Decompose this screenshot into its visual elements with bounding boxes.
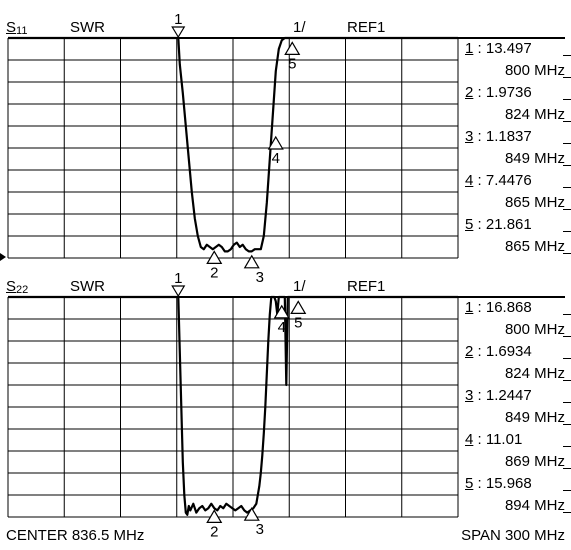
- top-trace: [8, 36, 458, 253]
- top-marker-4-label: 4: [272, 150, 280, 167]
- marker-frequency: 849 MHz: [461, 148, 571, 170]
- marker-frequency: 865 MHz: [461, 236, 571, 258]
- marker-value: 13.497: [485, 40, 532, 57]
- bottom-parameter-label: S22: [6, 278, 29, 297]
- marker-value: 1.9736: [485, 84, 532, 101]
- bottom-marker-4-triangle: [273, 304, 290, 319]
- marker-number: 4: [465, 431, 474, 448]
- marker-frequency: 824 MHz: [461, 363, 571, 385]
- top-parameter-sub: 11: [16, 25, 28, 37]
- bottom-marker-3-label: 3: [256, 521, 264, 538]
- marker-number: 2: [465, 84, 474, 101]
- marker-number: 4: [465, 172, 474, 189]
- marker-frequency: 849 MHz: [461, 407, 571, 429]
- marker-value-row: 3 : 1.1837: [461, 126, 571, 148]
- marker-value-row: 1 : 16.868: [461, 297, 571, 319]
- marker-frequency: 894 MHz: [461, 495, 571, 517]
- active-channel-pointer-icon: [0, 253, 6, 261]
- bottom-parameter-sub: 22: [16, 284, 29, 296]
- top-marker-5-triangle: [284, 41, 301, 56]
- marker-number: 1: [465, 299, 474, 316]
- marker-number: 5: [465, 475, 474, 492]
- top-marker-3-label: 3: [256, 269, 264, 286]
- top-marker-2-triangle: [206, 250, 223, 264]
- top-marker-5-label: 5: [288, 55, 296, 72]
- marker-frequency: 824 MHz: [461, 104, 571, 126]
- marker-number: 3: [465, 387, 474, 404]
- marker-value: 15.968: [485, 475, 532, 492]
- top-format-label: SWR: [70, 19, 105, 36]
- top-marker-3-triangle: [243, 254, 260, 269]
- bottom-trace: [8, 295, 458, 516]
- marker-value-row: 4 : 11.01: [461, 429, 571, 451]
- bottom-ref-label: REF1: [347, 278, 386, 295]
- marker-value: 21.861: [485, 216, 532, 233]
- top-ref-label: REF1: [347, 19, 386, 36]
- marker-value-row: 1 : 13.497: [461, 38, 571, 60]
- marker-frequency: 800 MHz: [461, 319, 571, 341]
- bottom-marker-2-triangle: [206, 509, 223, 524]
- marker-frequency: 800 MHz: [461, 60, 571, 82]
- marker-value: 1.1837: [485, 128, 532, 145]
- top-marker-readout: 1 : 13.497 800 MHz 2 : 1.9736 824 MHz 3 : 1.…: [461, 38, 571, 258]
- bottom-marker-3-triangle: [243, 507, 260, 521]
- bottom-marker-readout: 1 : 16.868 800 MHz 2 : 1.6934 824 MHz 3 : 1.…: [461, 297, 571, 517]
- center-frequency-label: CENTER 836.5 MHz: [6, 527, 145, 544]
- span-label: SPAN 300 MHz: [461, 527, 565, 544]
- marker-value: 1.2447: [485, 387, 532, 404]
- marker-number: 1: [465, 40, 474, 57]
- bottom-marker-5-triangle: [290, 300, 307, 314]
- bottom-marker-2-label: 2: [210, 523, 218, 540]
- marker-value-row: 2 : 1.9736: [461, 82, 571, 104]
- marker-value: 11.01: [485, 431, 523, 448]
- marker-value-row: 3 : 1.2447: [461, 385, 571, 407]
- marker-number: 3: [465, 128, 474, 145]
- marker-value-row: 5 : 21.861: [461, 214, 571, 236]
- marker-value-row: 4 : 7.4476: [461, 170, 571, 192]
- marker-number: 2: [465, 343, 474, 360]
- marker-frequency: 869 MHz: [461, 451, 571, 473]
- top-scale-label: 1/: [293, 19, 306, 36]
- bottom-marker-1-label: 1: [174, 270, 182, 287]
- top-marker-4-triangle: [267, 135, 284, 150]
- bottom-format-label: SWR: [70, 278, 105, 295]
- marker-value: 7.4476: [485, 172, 532, 189]
- top-parameter-label: S11: [6, 19, 28, 38]
- marker-value: 1.6934: [485, 343, 532, 360]
- marker-value-row: 5 : 15.968: [461, 473, 571, 495]
- top-marker-2-label: 2: [210, 264, 218, 281]
- bottom-marker-4-label: 4: [278, 319, 286, 336]
- top-marker-1-label: 1: [174, 11, 182, 28]
- marker-value: 16.868: [485, 299, 532, 316]
- top-marker-1-triangle: [171, 26, 186, 39]
- marker-frequency: 865 MHz: [461, 192, 571, 214]
- marker-number: 5: [465, 216, 474, 233]
- bottom-scale-label: 1/: [293, 278, 306, 295]
- marker-value-row: 2 : 1.6934: [461, 341, 571, 363]
- bottom-marker-5-label: 5: [294, 314, 302, 331]
- bottom-marker-1-triangle: [171, 285, 186, 298]
